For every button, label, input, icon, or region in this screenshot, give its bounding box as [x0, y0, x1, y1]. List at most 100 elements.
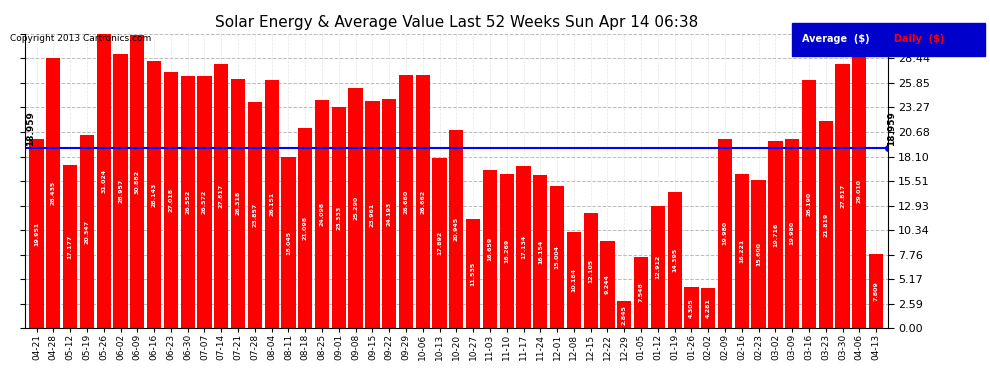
- Bar: [534, 175, 547, 328]
- Bar: [281, 157, 296, 328]
- Bar: [332, 107, 346, 328]
- Bar: [163, 72, 178, 328]
- Text: 21.819: 21.819: [824, 213, 829, 237]
- Bar: [583, 213, 598, 328]
- Bar: [650, 206, 665, 328]
- Text: 4.305: 4.305: [689, 298, 694, 318]
- Text: 19.980: 19.980: [790, 221, 795, 246]
- Bar: [634, 256, 648, 328]
- Bar: [382, 99, 396, 328]
- Bar: [130, 35, 145, 328]
- Bar: [197, 76, 212, 328]
- Text: 27.817: 27.817: [841, 184, 845, 209]
- Bar: [80, 135, 94, 328]
- Text: 27.817: 27.817: [219, 184, 224, 209]
- Text: 14.395: 14.395: [672, 248, 677, 272]
- Text: 26.151: 26.151: [269, 192, 274, 216]
- Bar: [751, 180, 765, 328]
- Text: 7.809: 7.809: [873, 281, 879, 301]
- Bar: [718, 139, 733, 328]
- Text: 24.098: 24.098: [320, 202, 325, 226]
- Text: 23.333: 23.333: [337, 206, 342, 230]
- Bar: [617, 301, 632, 328]
- Text: Copyright 2013 Cartronics.com: Copyright 2013 Cartronics.com: [10, 34, 151, 43]
- Bar: [248, 102, 262, 328]
- Title: Solar Energy & Average Value Last 52 Weeks Sun Apr 14 06:38: Solar Energy & Average Value Last 52 Wee…: [215, 15, 698, 30]
- Bar: [566, 232, 581, 328]
- Text: 26.662: 26.662: [421, 190, 426, 214]
- Text: 20.347: 20.347: [84, 220, 89, 244]
- Bar: [214, 64, 229, 328]
- Bar: [600, 240, 615, 328]
- Text: 25.290: 25.290: [353, 196, 358, 220]
- Bar: [365, 101, 379, 328]
- Text: 19.716: 19.716: [773, 222, 778, 247]
- Text: 26.318: 26.318: [236, 191, 241, 216]
- Text: 30.882: 30.882: [135, 170, 140, 194]
- Text: 18.959: 18.959: [26, 112, 35, 147]
- Bar: [147, 61, 161, 328]
- Bar: [550, 186, 564, 328]
- Text: 26.660: 26.660: [404, 190, 409, 214]
- Bar: [63, 165, 77, 328]
- Bar: [483, 170, 497, 328]
- Bar: [180, 76, 195, 328]
- Text: 19.980: 19.980: [723, 221, 728, 246]
- Bar: [231, 78, 246, 328]
- Text: 11.535: 11.535: [470, 261, 475, 286]
- Bar: [517, 166, 531, 328]
- Bar: [449, 129, 463, 328]
- Bar: [114, 54, 128, 328]
- Text: 20.945: 20.945: [453, 217, 458, 241]
- Text: 18.959: 18.959: [887, 112, 896, 147]
- Text: 16.221: 16.221: [740, 239, 744, 263]
- Text: 9.244: 9.244: [605, 274, 610, 294]
- Text: 26.572: 26.572: [202, 190, 207, 214]
- Bar: [97, 34, 111, 328]
- Text: 27.018: 27.018: [168, 188, 173, 212]
- Text: 15.004: 15.004: [554, 245, 559, 269]
- Bar: [684, 287, 699, 328]
- Text: 15.600: 15.600: [756, 242, 761, 266]
- Bar: [298, 128, 313, 328]
- Text: 28.435: 28.435: [50, 181, 55, 206]
- Text: 28.957: 28.957: [118, 179, 123, 203]
- Text: 16.659: 16.659: [487, 237, 492, 261]
- Bar: [416, 75, 430, 328]
- Text: Daily  ($): Daily ($): [894, 34, 944, 44]
- Bar: [348, 88, 362, 328]
- Text: 28.143: 28.143: [151, 183, 156, 207]
- Bar: [399, 75, 413, 328]
- Bar: [802, 80, 816, 328]
- Bar: [836, 64, 849, 328]
- Bar: [433, 159, 446, 328]
- Bar: [264, 80, 279, 328]
- Bar: [768, 141, 782, 328]
- Text: 17.892: 17.892: [437, 231, 443, 255]
- Bar: [30, 139, 44, 328]
- Text: 21.098: 21.098: [303, 216, 308, 240]
- Bar: [315, 100, 329, 328]
- Text: 17.177: 17.177: [67, 235, 72, 259]
- Bar: [500, 174, 514, 328]
- Bar: [819, 121, 833, 328]
- Text: 16.154: 16.154: [538, 240, 543, 264]
- Text: 4.281: 4.281: [706, 298, 711, 318]
- Text: 16.269: 16.269: [504, 239, 509, 263]
- Text: 29.010: 29.010: [857, 178, 862, 203]
- Text: 17.134: 17.134: [521, 235, 526, 259]
- Bar: [869, 254, 883, 328]
- Text: 23.857: 23.857: [252, 203, 257, 227]
- Text: 23.961: 23.961: [370, 202, 375, 226]
- Bar: [47, 58, 60, 328]
- Bar: [466, 219, 480, 328]
- Text: Average  ($): Average ($): [802, 34, 869, 44]
- Text: 19.951: 19.951: [34, 222, 39, 246]
- Text: 7.548: 7.548: [639, 282, 644, 302]
- Bar: [667, 192, 682, 328]
- Text: 26.552: 26.552: [185, 190, 190, 214]
- Bar: [852, 53, 866, 328]
- Text: 10.184: 10.184: [571, 268, 576, 292]
- Text: 12.105: 12.105: [588, 259, 593, 283]
- Bar: [785, 139, 799, 328]
